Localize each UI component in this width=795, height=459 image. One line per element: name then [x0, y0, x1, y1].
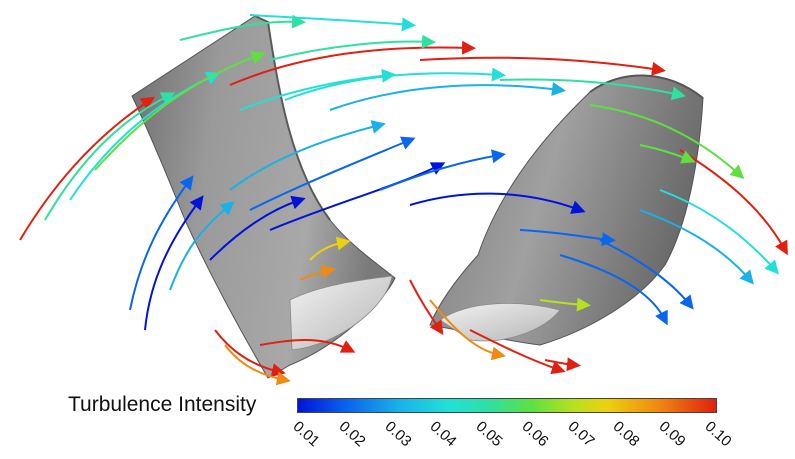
streamline-arrow: [284, 67, 506, 101]
streamline-arrow: [409, 192, 586, 214]
streamline-arrow: [214, 329, 286, 377]
streamline-arrow: [379, 149, 506, 191]
streamline-arrow: [209, 195, 306, 261]
streamline-arrow: [519, 229, 616, 247]
streamline-arrow: [259, 339, 356, 353]
streamline-arrow: [499, 78, 686, 101]
streamline-arrow: [639, 144, 696, 164]
streamline-arrow: [144, 195, 204, 331]
streamline-arrow: [44, 92, 176, 221]
streamline-arrow: [639, 209, 754, 285]
streamline-arrow: [269, 162, 446, 231]
streamlines: [19, 14, 788, 386]
streamline-arrow: [409, 279, 444, 335]
streamline-arrow: [19, 96, 155, 241]
streamline-arrow: [129, 175, 194, 311]
streamline-arrow: [539, 297, 591, 312]
streamline-arrow: [429, 299, 506, 361]
streamline-arrow: [559, 254, 668, 326]
streamline-arrow: [544, 357, 581, 372]
streamline-arrow: [249, 14, 416, 32]
streamline-arrow: [229, 40, 476, 86]
streamline-arrow: [229, 120, 386, 191]
streamline-arrow: [589, 104, 745, 180]
streamline-arrow: [249, 136, 416, 211]
streamline-arrow: [94, 51, 266, 171]
streamline-arrow: [179, 14, 306, 41]
colorbar-title: Turbulence Intensity: [68, 393, 257, 416]
streamline-arrow: [599, 239, 694, 310]
streamline-arrow: [269, 34, 436, 61]
streamline-arrow: [309, 236, 351, 261]
right-blade: [429, 74, 704, 346]
streamline-arrow: [299, 264, 336, 281]
left-blade: [131, 15, 396, 379]
streamline-arrow: [169, 201, 235, 291]
streamline-arrow: [224, 344, 291, 386]
streamline-arrow: [419, 56, 666, 76]
streamline-arrow: [469, 329, 566, 375]
colorbar-gradient: [297, 398, 717, 413]
streamline-arrow: [659, 189, 779, 275]
streamline-arrow: [329, 82, 566, 111]
